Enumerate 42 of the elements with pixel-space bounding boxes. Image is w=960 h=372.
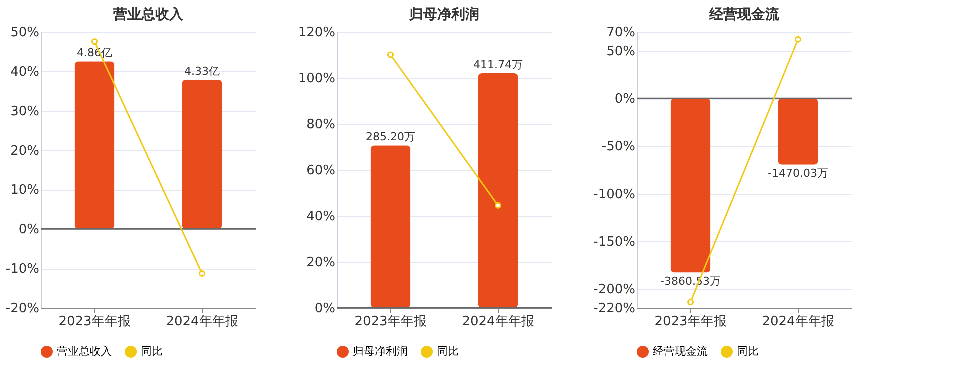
y-tick-label: 10%: [10, 183, 40, 198]
x-tick-label: 2024年年报: [462, 314, 534, 330]
data-label: -1470.03万: [768, 166, 828, 180]
y-tick-label: -220%: [594, 302, 636, 316]
y-tick-label: 0%: [614, 92, 636, 108]
y-tick-label: 0%: [314, 302, 336, 316]
chart-title: 归母净利润: [408, 6, 480, 23]
y-tick-label: -10%: [6, 262, 40, 278]
legend-label: 营业总收入: [57, 345, 112, 358]
chart-title: 经营现金流: [708, 6, 780, 23]
y-tick-label: 0%: [18, 222, 40, 238]
x-tick-label: 2023年年报: [654, 314, 727, 330]
x-tick-label: 2024年年报: [166, 314, 238, 330]
y-tick-label: 50%: [10, 26, 40, 40]
y-tick-label: 20%: [10, 144, 40, 159]
legend-label: 同比: [437, 345, 459, 358]
y-tick-label: -20%: [6, 302, 40, 316]
legend-label: 同比: [737, 345, 759, 358]
y-tick-label: 40%: [10, 64, 40, 80]
y-tick-label: 20%: [306, 256, 336, 270]
x-tick-label: 2023年年报: [354, 314, 427, 330]
x-tick-label: 2024年年报: [762, 314, 834, 330]
y-tick-label: -200%: [594, 282, 636, 298]
y-tick-label: 70%: [606, 26, 636, 40]
y-tick-label: 120%: [298, 26, 336, 40]
legend-label: 归母净利润: [353, 345, 408, 358]
x-tick-label: 2023年年报: [58, 314, 131, 330]
y-tick-label: -50%: [602, 140, 636, 155]
y-tick-label: 60%: [306, 164, 336, 178]
y-tick-label: 80%: [306, 118, 336, 132]
chart-title: 营业总收入: [112, 7, 184, 23]
y-tick-label: 100%: [298, 72, 336, 86]
legend-label: 同比: [141, 345, 163, 358]
data-label: 285.20万: [366, 130, 416, 144]
y-tick-label: 50%: [606, 44, 636, 60]
y-tick-label: -100%: [594, 187, 636, 202]
data-label: 411.74万: [474, 58, 523, 72]
y-tick-label: 30%: [10, 104, 40, 120]
y-tick-label: -150%: [594, 234, 636, 250]
y-tick-label: 40%: [306, 210, 336, 224]
legend-label: 经营现金流: [653, 345, 708, 358]
data-label: 4.33亿: [184, 64, 220, 78]
